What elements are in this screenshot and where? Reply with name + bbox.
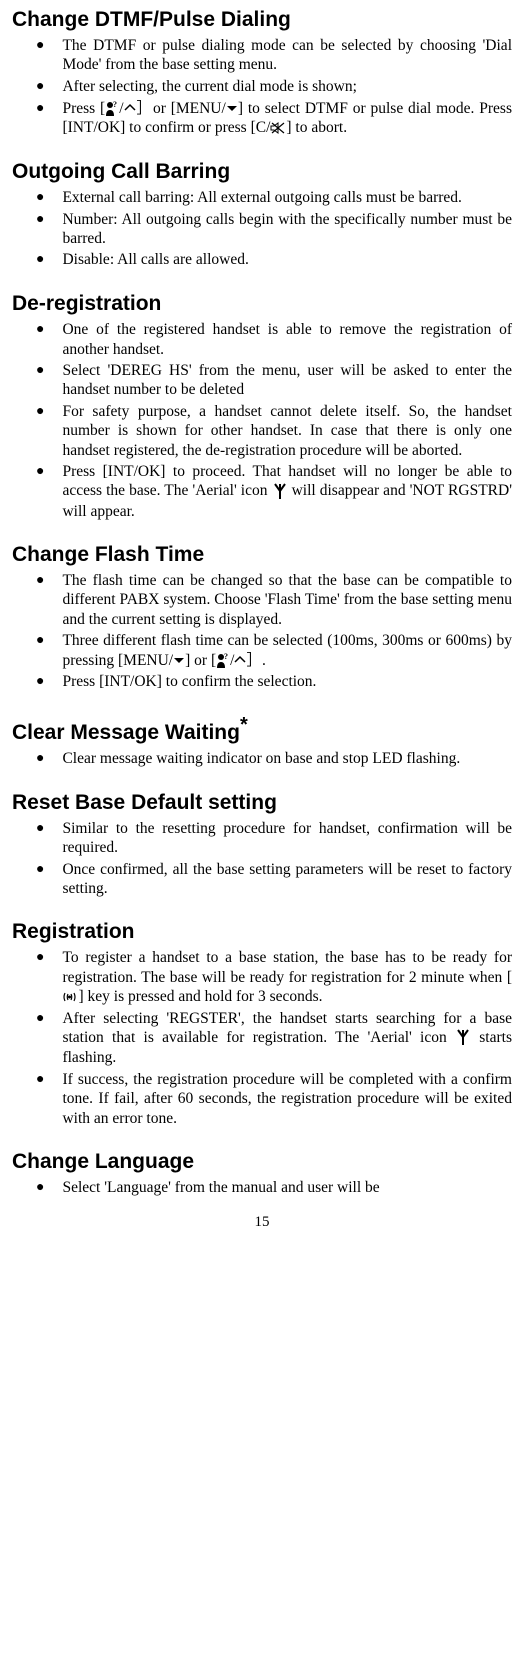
- bullet-icon: ●: [36, 860, 44, 880]
- list-item: ● Select 'Language' from the manual and u…: [12, 1178, 512, 1198]
- up-arrow-icon: [124, 103, 136, 113]
- item-text: For safety purpose, a handset cannot del…: [62, 402, 512, 460]
- section-spacer: [12, 1130, 512, 1144]
- item-text: The flash time can be changed so that th…: [62, 571, 512, 629]
- list-item: ● Number: All outgoing calls begin with t…: [12, 210, 512, 249]
- item-list: ● Similar to the resetting procedure for …: [12, 819, 512, 899]
- bullet-icon: ●: [36, 571, 44, 591]
- bullet-icon: ●: [36, 631, 44, 651]
- item-text: Similar to the resetting procedure for h…: [62, 819, 512, 858]
- list-item: ● To register a handset to a base station…: [12, 948, 512, 1006]
- section-spacer: [12, 140, 512, 154]
- bullet-icon: ●: [36, 320, 44, 340]
- aerial-icon: [455, 1027, 471, 1047]
- list-item: ● Disable: All calls are allowed.: [12, 250, 512, 270]
- item-text: External call barring: All external outg…: [62, 188, 512, 207]
- list-item: ● After selecting 'REGSTER', the handset …: [12, 1009, 512, 1068]
- bullet-icon: ●: [36, 210, 44, 230]
- section-spacer: [12, 272, 512, 286]
- item-text: After selecting, the current dial mode i…: [62, 77, 512, 96]
- list-item: ● After selecting, the current dial mode …: [12, 77, 512, 97]
- bullet-icon: ●: [36, 749, 44, 769]
- item-text: Number: All outgoing calls begin with th…: [62, 210, 512, 249]
- item-text: The DTMF or pulse dialing mode can be se…: [62, 36, 512, 75]
- list-item: ● Clear message waiting indicator on base…: [12, 749, 512, 769]
- item-text: Press [?/］or [MENU/] to select DTMF or p…: [62, 99, 512, 138]
- list-item: ● Three different flash time can be selec…: [12, 631, 512, 670]
- item-list: ● Select 'Language' from the manual and u…: [12, 1178, 512, 1198]
- item-text: Select 'DEREG HS' from the menu, user wi…: [62, 361, 512, 400]
- section-spacer: [12, 900, 512, 914]
- item-text: If success, the registration procedure w…: [62, 1070, 512, 1128]
- svg-text:?: ?: [113, 101, 117, 109]
- section-title: Change DTMF/Pulse Dialing: [12, 8, 512, 32]
- section-title: Reset Base Default setting: [12, 791, 512, 815]
- up-arrow-icon: [234, 655, 246, 665]
- item-text: Select 'Language' from the manual and us…: [62, 1178, 512, 1197]
- list-item: ● Similar to the resetting procedure for …: [12, 819, 512, 858]
- item-text: One of the registered handset is able to…: [62, 320, 512, 359]
- bullet-icon: ●: [36, 1009, 44, 1029]
- item-list: ● The DTMF or pulse dialing mode can be s…: [12, 36, 512, 138]
- section-spacer: [12, 694, 512, 708]
- bullet-icon: ●: [36, 77, 44, 97]
- item-text: Three different flash time can be select…: [62, 631, 512, 670]
- list-item: ● Select 'DEREG HS' from the menu, user w…: [12, 361, 512, 400]
- bullet-icon: ●: [36, 188, 44, 208]
- list-item: ● Press [INT/OK] to proceed. That handset…: [12, 462, 512, 521]
- section-spacer: [12, 523, 512, 537]
- section-title: Clear Message Waiting*: [12, 714, 512, 745]
- bullet-icon: ●: [36, 36, 44, 56]
- list-item: ● Press [INT/OK] to confirm the selection…: [12, 672, 512, 692]
- section-title: Change Flash Time: [12, 543, 512, 567]
- item-list: ● The flash time can be changed so that t…: [12, 571, 512, 692]
- bullet-icon: ●: [36, 250, 44, 270]
- section-spacer: [12, 771, 512, 785]
- bullet-icon: ●: [36, 402, 44, 422]
- person-icon: ?: [216, 653, 230, 668]
- aerial-icon: [272, 481, 288, 501]
- item-text: Press [INT/OK] to confirm the selection.: [62, 672, 512, 691]
- list-item: ● Once confirmed, all the base setting pa…: [12, 860, 512, 899]
- bullet-icon: ●: [36, 1178, 44, 1198]
- down-arrow-icon: [226, 103, 238, 113]
- item-text: Press [INT/OK] to proceed. That handset …: [62, 462, 512, 521]
- item-text: Once confirmed, all the base setting par…: [62, 860, 512, 899]
- bullet-icon: ●: [36, 462, 44, 482]
- bullet-icon: ●: [36, 672, 44, 692]
- wave-icon: [62, 990, 78, 1004]
- bullet-icon: ●: [36, 819, 44, 839]
- bullet-icon: ●: [36, 361, 44, 381]
- list-item: ● For safety purpose, a handset cannot de…: [12, 402, 512, 460]
- item-list: ● To register a handset to a base station…: [12, 948, 512, 1127]
- section-title: De-registration: [12, 292, 512, 316]
- section-title: Change Language: [12, 1150, 512, 1174]
- item-list: ● Clear message waiting indicator on base…: [12, 749, 512, 769]
- down-arrow-icon: [173, 655, 185, 665]
- bullet-icon: ●: [36, 99, 44, 119]
- item-list: ● One of the registered handset is able t…: [12, 320, 512, 521]
- section-title: Registration: [12, 920, 512, 944]
- svg-text:?: ?: [224, 653, 228, 661]
- list-item: ● If success, the registration procedure …: [12, 1070, 512, 1128]
- item-text: Clear message waiting indicator on base …: [62, 749, 512, 768]
- item-text: Disable: All calls are allowed.: [62, 250, 512, 269]
- person-icon: ?: [105, 101, 119, 116]
- list-item: ● One of the registered handset is able t…: [12, 320, 512, 359]
- item-list: ● External call barring: All external out…: [12, 188, 512, 271]
- bullet-icon: ●: [36, 1070, 44, 1090]
- section-title: Outgoing Call Barring: [12, 160, 512, 184]
- document-content: Change DTMF/Pulse Dialing ● The DTMF or pu…: [12, 8, 512, 1198]
- bullet-icon: ●: [36, 948, 44, 968]
- list-item: ● Press [?/］or [MENU/] to select DTMF or …: [12, 99, 512, 138]
- list-item: ● The flash time can be changed so that t…: [12, 571, 512, 629]
- page-number: 15: [12, 1214, 512, 1231]
- list-item: ● The DTMF or pulse dialing mode can be s…: [12, 36, 512, 75]
- mute-icon: [270, 121, 286, 135]
- item-text: To register a handset to a base station,…: [62, 948, 512, 1006]
- item-text: After selecting 'REGSTER', the handset s…: [62, 1009, 512, 1068]
- list-item: ● External call barring: All external out…: [12, 188, 512, 208]
